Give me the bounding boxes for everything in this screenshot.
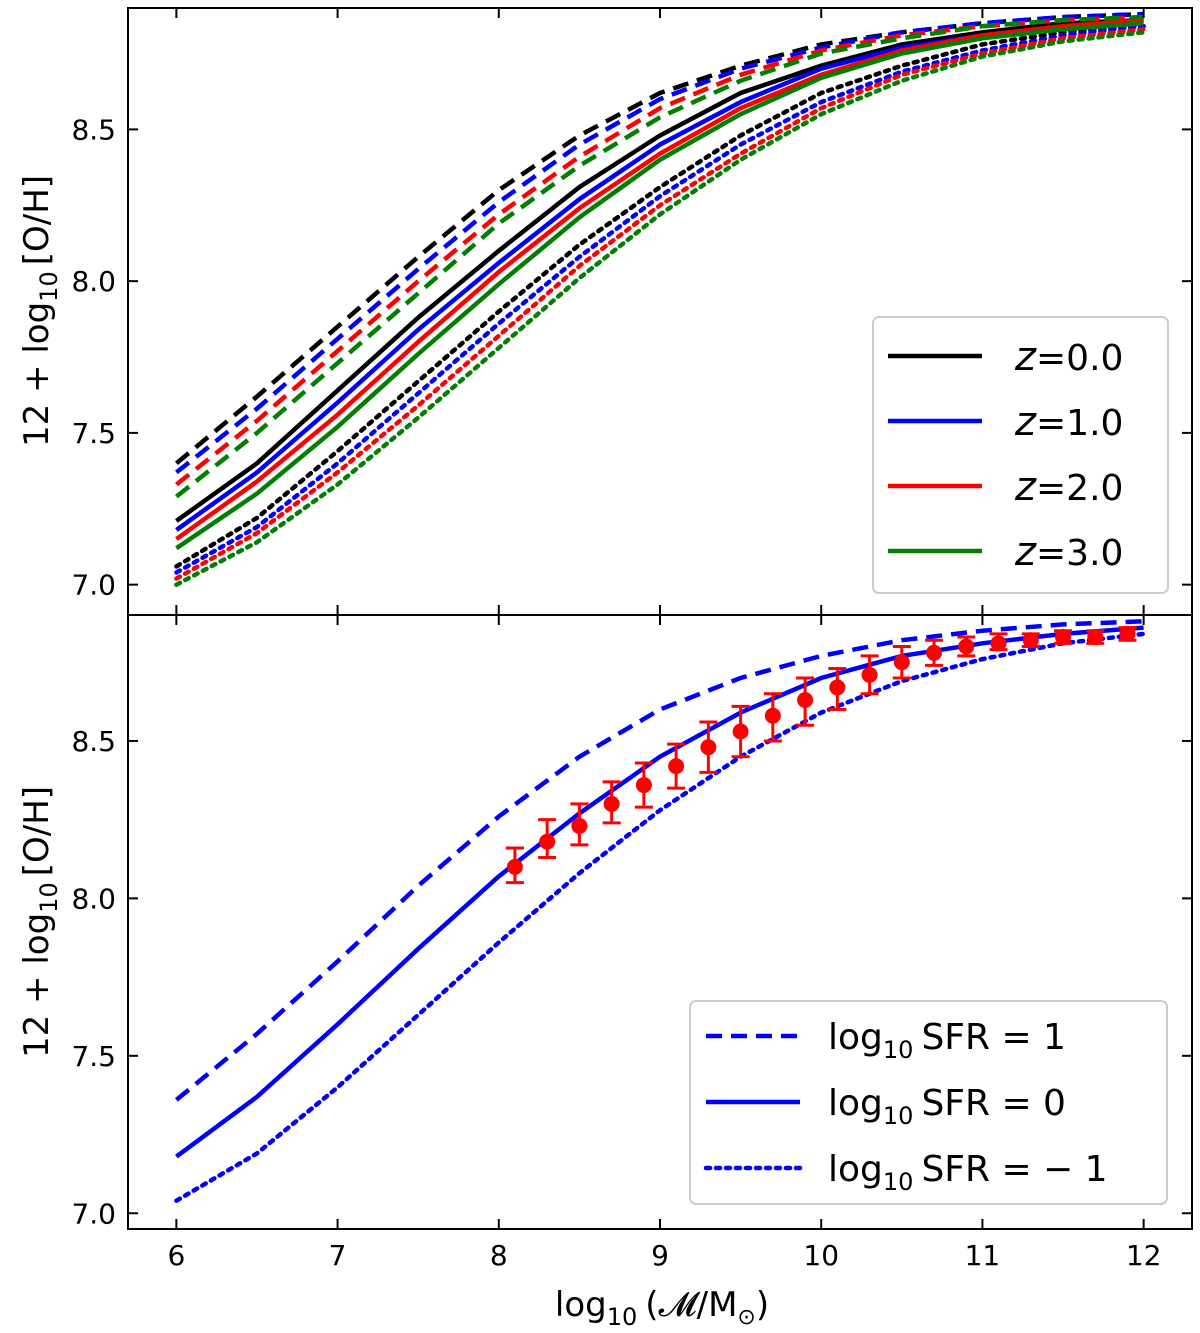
top-series-line-7 — [175, 17, 1144, 541]
data-point — [505, 846, 524, 885]
data-marker — [635, 777, 652, 794]
x-tick-label: 7 — [329, 1239, 347, 1272]
data-point — [957, 635, 976, 658]
legend-label: log10 SFR = − 1 — [828, 1149, 1108, 1196]
top-series-line-2 — [174, 23, 1146, 569]
data-marker — [732, 723, 749, 740]
data-marker — [764, 707, 781, 724]
top-y-axis-label: 12 + log10[O/H] — [17, 175, 63, 447]
top-series-line-11 — [174, 30, 1146, 587]
data-marker — [893, 654, 910, 671]
x-tick-label: 9 — [651, 1239, 669, 1272]
data-point — [538, 818, 557, 859]
data-point — [1086, 629, 1105, 646]
legend-label: log10 SFR = 1 — [828, 1017, 1066, 1064]
bottom-series-line-2 — [174, 631, 1146, 1203]
x-tick-label: 10 — [803, 1239, 839, 1272]
x-tick-label: 12 — [1126, 1239, 1162, 1272]
top-series-line-0 — [174, 11, 1144, 466]
legend-label: z=1.0 — [1014, 399, 1123, 445]
top-series-line-9 — [175, 14, 1144, 499]
data-point — [989, 632, 1008, 652]
data-point — [828, 667, 847, 711]
top-panel: 7.07.58.08.5 12 + log10[O/H] z=0.0z=1.0z… — [17, 7, 1193, 616]
data-marker — [506, 858, 523, 875]
data-point — [925, 638, 944, 667]
x-tick-label: 6 — [167, 1239, 185, 1272]
y-tick-label: 7.0 — [71, 1197, 116, 1230]
top-series-line-8 — [174, 26, 1146, 581]
data-marker — [926, 644, 943, 661]
data-marker — [571, 817, 588, 834]
data-point — [634, 761, 653, 809]
x-tick-label: 11 — [965, 1239, 1001, 1272]
y-tick-label: 7.0 — [71, 569, 116, 602]
top-series-line-6 — [175, 14, 1144, 487]
bottom-panel: 6 7 8 9 10 11 12 7.0 7.5 8.0 8.5 12 + log10[O/H] l… — [17, 614, 1193, 1272]
data-marker — [829, 679, 846, 696]
data-marker — [1022, 632, 1039, 649]
data-point — [602, 780, 621, 825]
y-tick-label: 7.5 — [71, 1040, 116, 1073]
top-legend: z=0.0 z=1.0 z=2.0 z=3.0 — [872, 316, 1169, 594]
data-point — [731, 704, 750, 759]
data-point — [699, 720, 718, 774]
data-point — [1054, 629, 1073, 646]
data-point — [892, 644, 911, 680]
bottom-series-line-1 — [175, 625, 1144, 1159]
bottom-legend: log10 SFR = 1 log10 SFR = 0 log10 SFR = − 1 — [689, 1000, 1168, 1205]
data-point — [667, 742, 686, 790]
bottom-series-line-0 — [174, 619, 1144, 1102]
data-marker — [1119, 625, 1136, 642]
data-marker — [700, 739, 717, 756]
top-series-line-5 — [174, 23, 1146, 575]
y-tick-label: 8.5 — [71, 113, 116, 146]
bottom-y-axis-label: 12 + log10[O/H] — [17, 786, 63, 1058]
data-marker — [861, 666, 878, 683]
top-series-line-10 — [175, 20, 1144, 551]
data-marker — [603, 795, 620, 812]
data-point — [1118, 625, 1137, 642]
legend-frame — [689, 1000, 1168, 1205]
data-point — [763, 692, 782, 743]
data-marker — [539, 833, 556, 850]
legend-label: z=2.0 — [1014, 464, 1123, 510]
y-tick-label: 8.0 — [71, 265, 116, 298]
top-series-line-1 — [175, 17, 1144, 523]
data-marker — [990, 635, 1007, 652]
data-point — [1021, 632, 1040, 649]
legend-label: z=0.0 — [1014, 334, 1123, 380]
data-marker — [1055, 629, 1072, 646]
data-point — [860, 654, 879, 696]
x-axis-label: log10 (𝓜/M⊙) — [555, 1285, 769, 1331]
legend-label: z=3.0 — [1014, 529, 1123, 575]
data-point — [570, 802, 589, 847]
legend-label: log10 SFR = 0 — [828, 1083, 1066, 1130]
data-marker — [958, 638, 975, 655]
data-marker — [668, 758, 685, 775]
data-marker — [1087, 629, 1104, 646]
data-point — [796, 676, 815, 727]
x-tick-label: 8 — [490, 1239, 508, 1272]
data-marker — [797, 692, 814, 709]
legend-frame — [872, 316, 1169, 594]
y-tick-label: 8.5 — [71, 725, 116, 758]
y-tick-label: 8.0 — [71, 882, 116, 915]
y-tick-label: 7.5 — [71, 417, 116, 450]
top-series-line-3 — [175, 11, 1144, 475]
